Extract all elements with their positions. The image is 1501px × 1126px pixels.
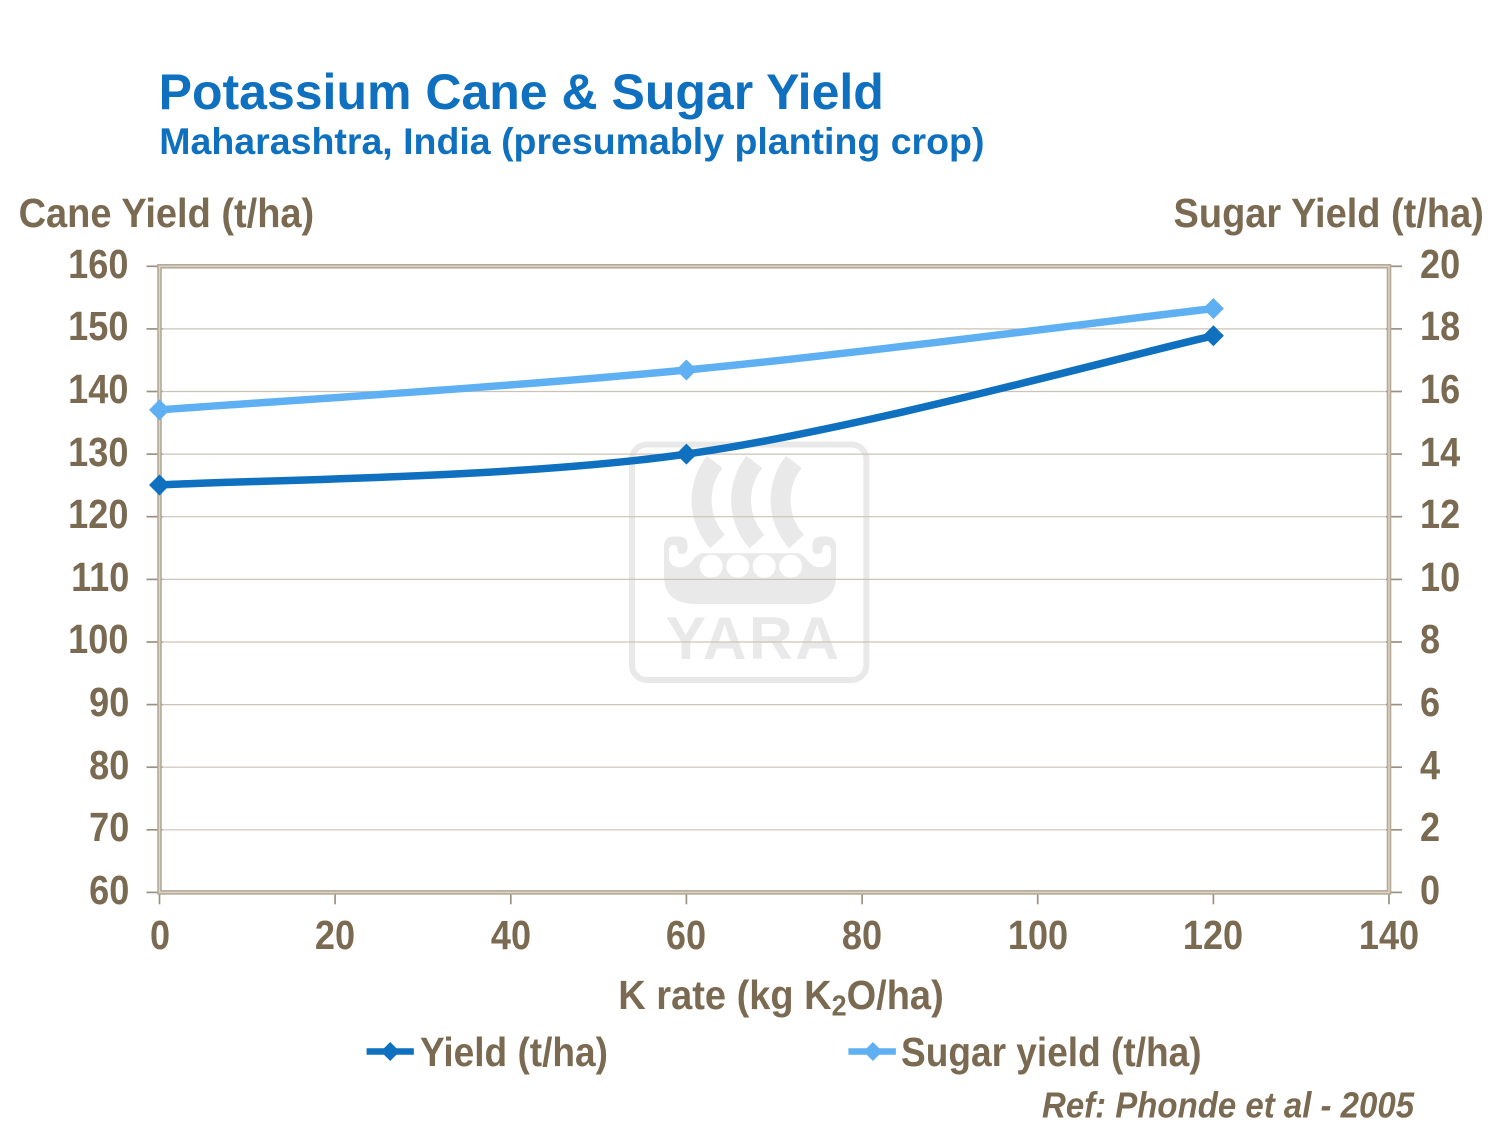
svg-text:YARA: YARA (666, 604, 842, 672)
